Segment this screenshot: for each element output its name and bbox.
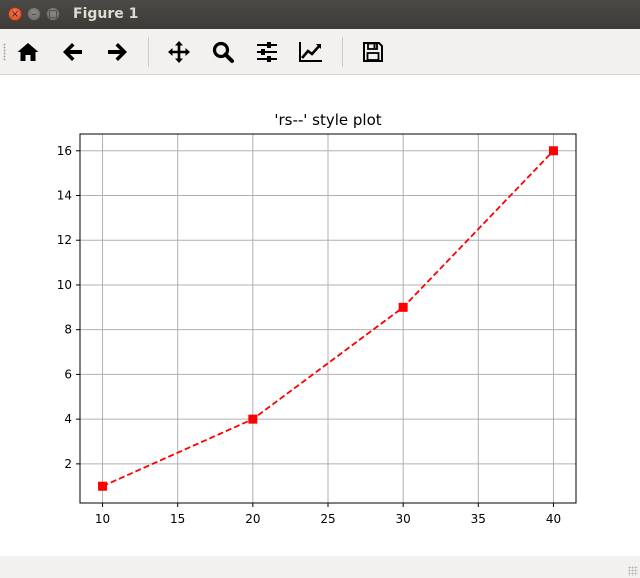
home-icon: [17, 43, 39, 61]
y-tick-label: 6: [64, 367, 72, 381]
toolbar-grip-icon[interactable]: [3, 43, 6, 61]
back-button[interactable]: [58, 37, 88, 67]
window-titlebar: × – □ Figure 1: [0, 0, 640, 29]
x-tick-label: 25: [320, 512, 335, 526]
figure-canvas[interactable]: 10 15 20 25 30 35 40 2 4 6 8 10 12 14 16 'rs--' style …: [0, 75, 640, 556]
window-maximize-button[interactable]: □: [46, 7, 60, 21]
resize-grip-icon[interactable]: [628, 566, 638, 576]
window-close-button[interactable]: ×: [8, 7, 22, 21]
chart-title: 'rs--' style plot: [274, 111, 381, 129]
search-icon: [212, 41, 234, 63]
status-bar: [0, 556, 640, 578]
y-tick-label: 12: [57, 233, 72, 247]
y-tick-label: 2: [64, 457, 72, 471]
data-point: [248, 414, 258, 424]
arrow-left-icon: [63, 43, 82, 61]
x-tick-label: 30: [396, 512, 411, 526]
data-point: [548, 146, 558, 156]
data-point: [98, 481, 108, 491]
y-tick-label: 10: [57, 278, 72, 292]
arrow-right-icon: [108, 43, 127, 61]
home-button[interactable]: [13, 37, 43, 67]
move-icon: [168, 41, 190, 63]
sliders-icon: [257, 42, 277, 62]
pan-button[interactable]: [164, 37, 194, 67]
x-tick-label: 10: [95, 512, 110, 526]
line-chart: 10 15 20 25 30 35 40 2 4 6 8 10 12 14 16 'rs--' style …: [57, 111, 577, 526]
x-tick-label: 35: [471, 512, 486, 526]
toolbar: [0, 29, 640, 75]
y-tick-label: 4: [64, 412, 72, 426]
x-tick-label: 15: [170, 512, 185, 526]
y-tick-label: 16: [57, 144, 72, 158]
minimize-icon: –: [31, 9, 37, 20]
chart-line-icon: [299, 42, 322, 62]
x-tick-label: 20: [245, 512, 260, 526]
zoom-button[interactable]: [208, 37, 238, 67]
maximize-icon: □: [48, 9, 58, 20]
window-minimize-button[interactable]: –: [27, 7, 41, 21]
save-button[interactable]: [358, 37, 388, 67]
window-title: Figure 1: [73, 6, 139, 22]
subplots-button[interactable]: [252, 37, 282, 67]
plot-frame: [79, 133, 577, 504]
data-point: [398, 302, 408, 312]
edit-axes-button[interactable]: [296, 37, 326, 67]
y-tick-label: 8: [64, 323, 72, 337]
toolbar-separator: [148, 37, 149, 67]
floppy-disk-icon: [363, 42, 383, 62]
close-icon: ×: [10, 9, 20, 20]
x-tick-label: 40: [546, 512, 561, 526]
toolbar-separator: [342, 37, 343, 67]
series-line: [102, 150, 555, 488]
forward-button[interactable]: [102, 37, 132, 67]
y-tick-label: 14: [57, 189, 72, 203]
